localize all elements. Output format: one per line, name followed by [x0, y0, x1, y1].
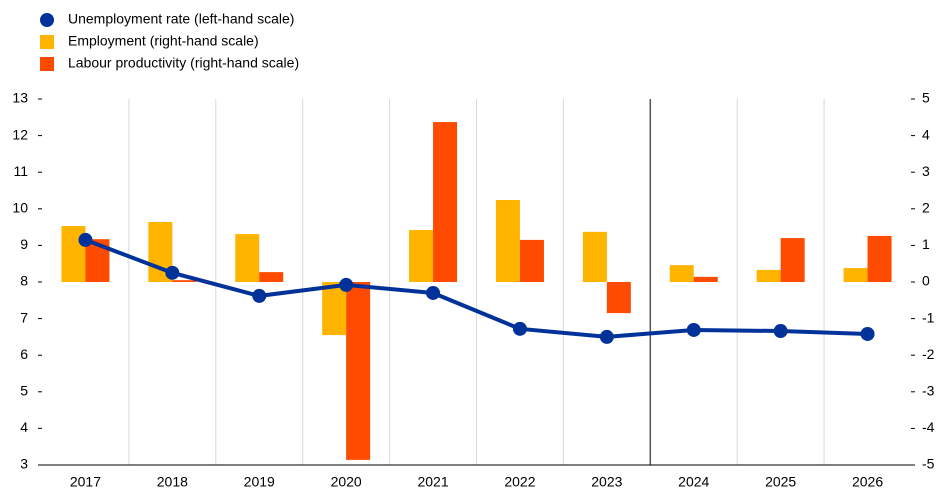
bar	[867, 235, 892, 282]
y-tick-label: 10	[12, 200, 28, 216]
legend-marker	[40, 13, 54, 27]
y2-tick-label: 5	[922, 90, 930, 106]
legend-marker	[40, 35, 54, 49]
bar	[582, 231, 607, 282]
x-tick-label: 2026	[852, 474, 883, 490]
y-tick-label: 3	[20, 456, 28, 472]
line-marker	[339, 277, 354, 292]
y2-tick-label: 3	[922, 163, 930, 179]
bar	[693, 276, 718, 282]
y-tick-label: 7	[20, 309, 28, 325]
line-marker	[78, 232, 93, 247]
line-marker	[860, 326, 875, 341]
y2-tick-label: 2	[922, 200, 930, 216]
y2-tick-label: -1	[922, 309, 935, 325]
y-tick-label: 11	[13, 163, 28, 179]
line-marker	[426, 285, 441, 300]
bar	[322, 282, 347, 336]
line-marker	[773, 324, 788, 339]
line-marker	[252, 288, 267, 303]
y2-tick-label: -5	[922, 456, 935, 472]
legend-label: Labour productivity (right-hand scale)	[68, 55, 299, 71]
bar	[409, 230, 434, 282]
legend-label: Unemployment rate (left-hand scale)	[68, 11, 294, 27]
y-tick-label: 4	[20, 419, 28, 435]
x-tick-label: 2018	[157, 474, 188, 490]
y2-tick-label: 4	[922, 126, 930, 142]
bar	[606, 282, 631, 314]
line-marker	[165, 265, 180, 280]
y-tick-label: 5	[20, 383, 28, 399]
x-tick-label: 2025	[765, 474, 796, 490]
bar	[519, 239, 544, 282]
legend-marker	[40, 57, 54, 71]
y-tick-label: 6	[20, 346, 28, 362]
x-tick-label: 2023	[591, 474, 622, 490]
x-tick-label: 2022	[504, 474, 535, 490]
y-tick-label: 8	[20, 273, 28, 289]
y-tick-label: 12	[12, 126, 28, 142]
y-tick-label: 9	[20, 236, 28, 252]
legend-label: Employment (right-hand scale)	[68, 33, 259, 49]
x-tick-label: 2019	[244, 474, 275, 490]
x-tick-label: 2020	[331, 474, 362, 490]
bar	[669, 265, 694, 282]
line-marker	[686, 322, 701, 337]
y2-tick-label: 0	[922, 273, 930, 289]
x-tick-label: 2024	[678, 474, 709, 490]
y2-tick-label: 1	[922, 236, 930, 252]
bar	[346, 282, 371, 460]
bar	[235, 234, 260, 282]
bar	[756, 269, 781, 282]
x-tick-label: 2021	[417, 474, 448, 490]
x-tick-label: 2017	[70, 474, 101, 490]
bar	[172, 280, 197, 282]
bar	[495, 200, 520, 282]
y2-tick-label: -4	[922, 419, 935, 435]
y-tick-label: 13	[12, 90, 28, 106]
line	[84, 238, 868, 339]
y2-tick-label: -3	[922, 383, 935, 399]
line-marker	[512, 321, 527, 336]
y2-tick-label: -2	[922, 346, 935, 362]
bar	[780, 238, 805, 282]
bar	[433, 122, 458, 282]
bar	[843, 268, 868, 282]
bar	[259, 272, 284, 282]
line-marker	[599, 329, 614, 344]
